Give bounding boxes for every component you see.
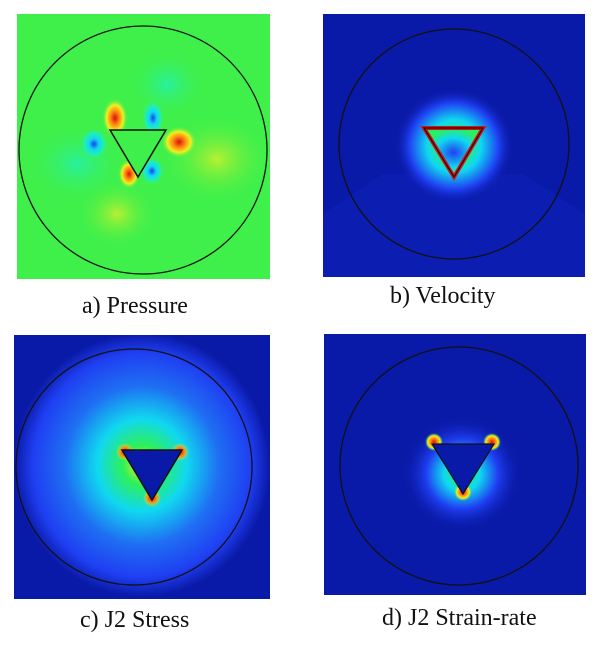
domain-boundary-circle [339,346,579,586]
triangular-inclusion [430,443,496,496]
pressure-lobe-low [142,100,164,136]
triangular-inclusion [108,129,168,179]
caption-j2-stress: c) J2 Stress [80,607,190,633]
j2-strain-rate-contour-plot [324,334,586,595]
pressure-lobe-outer [127,49,207,119]
caption-j2-strain-rate: d) J2 Strain-rate [382,605,537,631]
domain-boundary-circle [338,28,570,260]
pressure-contour-plot [17,14,270,279]
pressure-lobe-low [80,128,108,160]
domain-boundary-circle [18,25,268,275]
j2-stress-contour-plot [14,335,270,599]
caption-velocity: b) Velocity [390,283,496,309]
pressure-lobe-high [102,98,128,138]
pressure-lobe-high [161,126,197,158]
velocity-lower-region [323,174,585,277]
domain-boundary-circle [15,348,253,586]
triangle-outline [422,127,485,179]
triangular-inclusion [120,449,184,502]
velocity-contour-plot [323,14,585,277]
pressure-lobe-outer [77,179,157,249]
caption-pressure: a) Pressure [82,293,188,319]
